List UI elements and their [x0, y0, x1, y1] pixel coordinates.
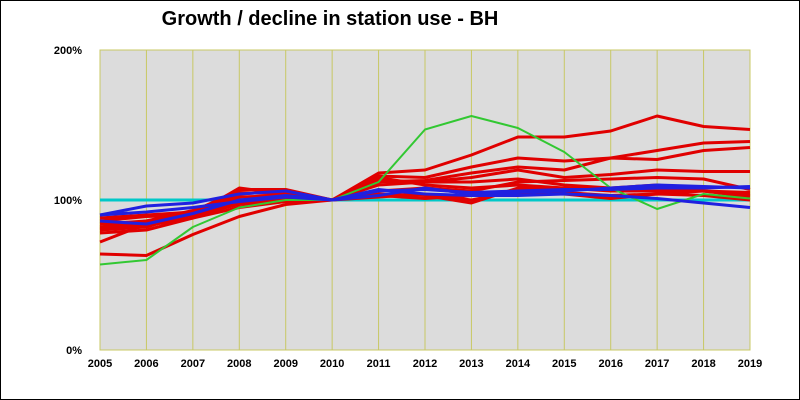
series-line-14	[99, 188, 751, 217]
y-tick-label: 0%	[66, 345, 82, 357]
x-tick-label: 2015	[552, 358, 576, 370]
x-tick-label: 2006	[134, 358, 158, 370]
x-tick-label: 2019	[738, 358, 762, 370]
x-tick-label: 2018	[691, 358, 715, 370]
y-tick-label: 100%	[54, 195, 82, 207]
x-tick-label: 2005	[88, 358, 112, 370]
x-tick-label: 2011	[367, 358, 391, 370]
x-tick-label: 2007	[181, 358, 205, 370]
x-tick-label: 2016	[598, 358, 622, 370]
x-tick-label: 2013	[459, 358, 483, 370]
x-tick-label: 2017	[645, 358, 669, 370]
chart-title: Growth / decline in station use - BH	[161, 8, 499, 30]
x-tick-label: 2008	[227, 358, 251, 370]
x-tick-label: 2012	[413, 358, 437, 370]
x-tick-label: 2014	[506, 358, 531, 370]
series-line-11	[99, 115, 751, 266]
x-tick-label: 2010	[320, 358, 344, 370]
y-tick-label: 200%	[54, 45, 82, 57]
series-line-13	[99, 183, 751, 226]
x-tick-label: 2009	[273, 358, 297, 370]
